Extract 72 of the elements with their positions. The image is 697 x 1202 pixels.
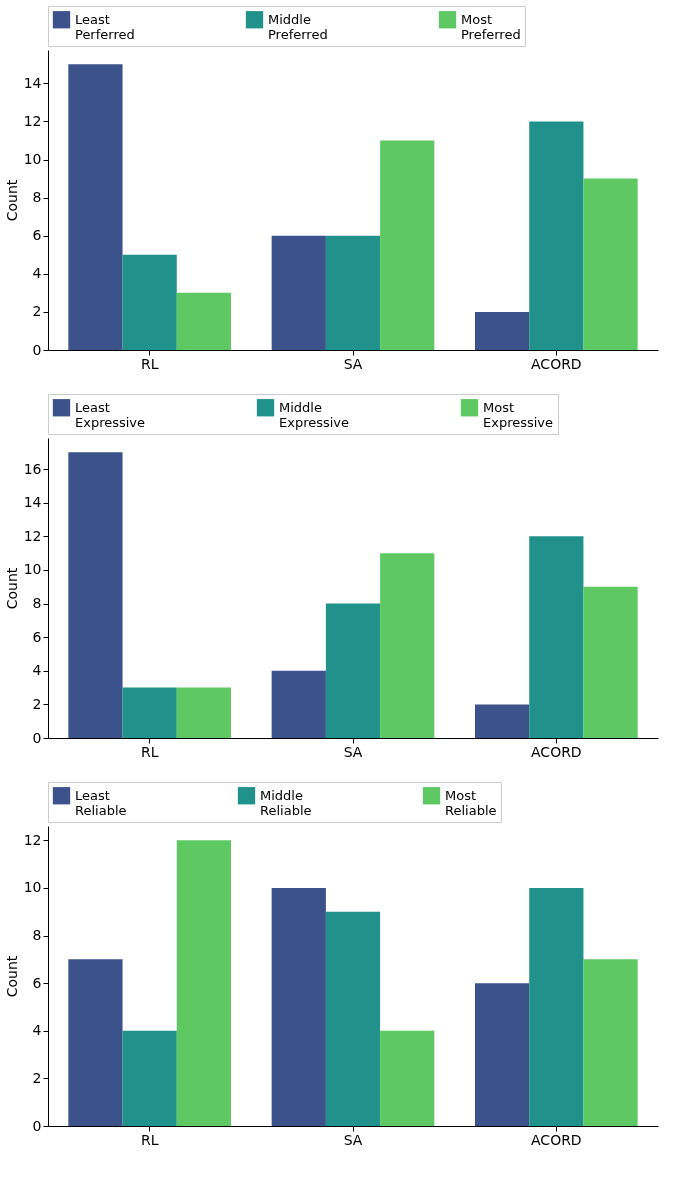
legend-label: Middle Preferred [268,11,328,42]
bar [583,959,638,1126]
bar [529,121,584,350]
legend-label: Middle Reliable [260,787,312,818]
bar [380,140,435,350]
legend-label: Least Reliable [75,787,127,818]
bar [122,687,177,738]
legend-label: Most Expressive [483,399,554,430]
y-tick-label: 0 [32,341,42,358]
bar [325,911,381,1126]
legend-label: Most Reliable [445,787,497,818]
bar [176,687,231,738]
y-tick-label: 16 [23,460,42,477]
bar [122,1030,177,1126]
bar [68,452,123,738]
y-tick-label: 12 [23,112,42,129]
y-tick-label: 2 [32,1069,42,1086]
y-tick-label: 10 [23,151,42,168]
y-tick-label: 0 [32,729,42,746]
x-tick-label: SA [343,1131,363,1148]
bar [529,536,584,738]
legend-label: Least Perferred [75,11,135,42]
y-tick-label: 0 [32,1117,42,1134]
y-axis-title: Count [3,179,20,222]
legend-label: Middle Expressive [279,399,350,430]
legend-label: Least Expressive [75,399,146,430]
y-tick-label: 6 [32,628,42,645]
bar [529,887,584,1126]
bar [122,254,177,350]
y-tick-label: 12 [23,831,42,848]
y-axis-title: Count [3,567,20,610]
y-tick-label: 8 [32,927,42,944]
y-tick-label: 10 [23,879,42,896]
x-tick-label: ACORD [531,1131,582,1148]
y-tick-label: 4 [32,662,42,679]
bar [176,292,231,350]
y-tick-label: 12 [23,527,42,544]
y-tick-label: 6 [32,227,42,244]
bar [176,840,231,1126]
bar [325,235,381,350]
y-tick-label: 2 [32,695,42,712]
y-tick-label: 10 [23,561,42,578]
y-axis-title: Count [3,955,20,998]
y-tick-label: 8 [32,595,42,612]
bar [475,983,530,1126]
bar [380,553,435,738]
bar [475,311,530,350]
x-tick-label: ACORD [531,355,582,372]
bar [271,235,326,350]
x-tick-label: SA [343,355,363,372]
legend-label: Most Preferred [461,11,521,42]
bar [583,178,638,350]
bar [68,959,123,1126]
x-tick-label: RL [140,1131,159,1148]
bar [271,887,326,1126]
y-tick-label: 4 [32,1022,42,1039]
y-tick-label: 6 [32,974,42,991]
y-tick-label: 14 [23,494,42,511]
x-tick-label: RL [140,355,159,372]
x-tick-label: ACORD [531,743,582,760]
y-tick-label: 8 [32,189,42,206]
y-tick-label: 2 [32,303,42,320]
bar [380,1030,435,1126]
y-tick-label: 4 [32,265,42,282]
bar [583,586,638,738]
bar [325,603,381,738]
y-tick-label: 14 [23,74,42,91]
bar [475,704,530,738]
x-tick-label: SA [343,743,363,760]
x-tick-label: RL [140,743,159,760]
bar [68,64,123,350]
bar [271,670,326,738]
